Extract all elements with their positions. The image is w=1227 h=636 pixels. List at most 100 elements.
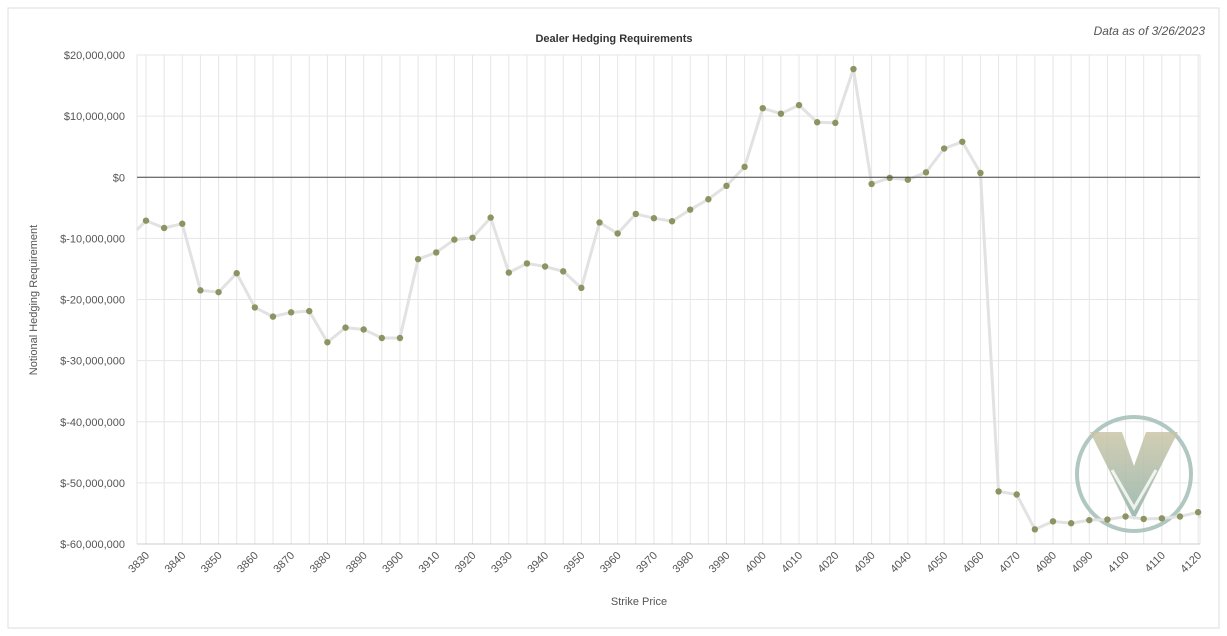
x-tick-label: 3890 xyxy=(344,550,370,576)
logo-v-shape xyxy=(1090,432,1178,520)
x-tick-label: 4010 xyxy=(779,550,805,576)
data-point xyxy=(179,220,186,227)
x-tick-label: 3850 xyxy=(199,550,225,576)
data-as-of-label: Data as of 3/26/2023 xyxy=(1094,24,1206,38)
data-point xyxy=(469,234,476,241)
data-point xyxy=(142,217,150,224)
x-tick-label: 4000 xyxy=(743,550,769,576)
data-point xyxy=(324,339,331,346)
x-tick-label: 4060 xyxy=(961,550,987,576)
data-point xyxy=(1086,516,1093,524)
y-tick-label: $0 xyxy=(113,172,125,184)
y-tick-label: $-10,000,000 xyxy=(60,233,125,245)
y-tick-label: $-40,000,000 xyxy=(60,417,125,429)
data-point xyxy=(759,104,766,112)
x-tick-label: 4030 xyxy=(852,550,878,576)
data-point xyxy=(560,268,567,275)
data-point xyxy=(940,145,948,152)
x-tick-label: 3860 xyxy=(235,550,261,576)
x-tick-label: 4090 xyxy=(1070,550,1096,576)
chart-title: Dealer Hedging Requirements xyxy=(535,33,692,45)
data-point xyxy=(614,230,621,237)
data-point xyxy=(505,269,512,276)
logo-ring xyxy=(1075,415,1193,533)
data-point xyxy=(523,260,531,267)
data-point xyxy=(487,214,494,221)
data-point xyxy=(832,119,839,127)
data-point xyxy=(632,210,639,218)
data-point xyxy=(433,249,440,256)
data-point xyxy=(977,169,984,177)
data-point xyxy=(1176,513,1184,520)
data-point xyxy=(1122,513,1129,520)
x-tick-label: 4080 xyxy=(1033,550,1059,576)
data-point xyxy=(650,215,658,222)
axes: $20,000,000 $10,000,000 $0 $-10,000,000 $-20… xyxy=(60,50,1204,575)
watermark-logo xyxy=(1075,415,1193,533)
x-tick-label: 3960 xyxy=(598,550,624,576)
y-tick-label: $-30,000,000 xyxy=(60,356,125,368)
logo-v-inner xyxy=(1110,469,1158,511)
data-point xyxy=(668,218,676,225)
data-point xyxy=(1049,518,1057,525)
data-point xyxy=(922,169,930,176)
data-point xyxy=(1031,526,1039,533)
data-point xyxy=(687,206,694,213)
x-tick-label: 3970 xyxy=(634,550,660,576)
x-tick-label: 3940 xyxy=(525,550,551,576)
data-point xyxy=(378,334,386,342)
data-point xyxy=(723,182,730,190)
y-tick-label: $-20,000,000 xyxy=(60,295,125,307)
data-point xyxy=(197,287,204,294)
series-hedging xyxy=(135,65,1202,533)
data-point xyxy=(886,174,893,182)
y-tick-label: $20,000,000 xyxy=(64,50,125,62)
data-point xyxy=(360,326,367,333)
data-point xyxy=(705,196,712,203)
data-point xyxy=(1158,515,1166,522)
data-point xyxy=(904,176,912,183)
data-point xyxy=(777,110,785,117)
data-point xyxy=(850,65,857,73)
x-tick-label: 4110 xyxy=(1143,550,1168,575)
data-point xyxy=(215,288,222,296)
x-tick-label: 4120 xyxy=(1178,550,1204,576)
data-point xyxy=(414,255,422,263)
data-point xyxy=(813,119,821,126)
y-tick-label: $10,000,000 xyxy=(64,111,125,123)
x-tick-label: 4020 xyxy=(816,550,842,576)
data-point xyxy=(795,101,803,109)
data-point xyxy=(160,224,168,232)
x-tick-label: 4050 xyxy=(924,550,950,576)
x-tick-label: 3920 xyxy=(453,550,479,576)
data-point xyxy=(287,309,295,316)
x-tick-label: 3990 xyxy=(707,550,733,576)
data-point xyxy=(396,334,404,342)
chart-border xyxy=(7,7,1220,629)
data-point xyxy=(233,270,240,277)
y-tick-label: $-50,000,000 xyxy=(60,478,125,490)
x-tick-label: 3930 xyxy=(489,550,515,576)
data-point xyxy=(306,307,313,315)
data-point xyxy=(451,236,458,243)
data-point xyxy=(1104,516,1111,523)
data-point xyxy=(596,219,603,226)
x-tick-label: 3880 xyxy=(308,550,334,576)
data-point xyxy=(578,284,585,292)
x-tick-label: 3950 xyxy=(562,550,588,576)
x-tick-label: 3870 xyxy=(271,550,297,576)
data-point xyxy=(1140,515,1147,523)
x-tick-label: 3840 xyxy=(163,550,189,576)
data-point xyxy=(868,180,875,188)
data-point xyxy=(995,488,1002,495)
data-point xyxy=(342,324,349,331)
data-point xyxy=(1013,491,1020,498)
x-tick-label: 4100 xyxy=(1106,550,1132,576)
x-axis-title: Strike Price xyxy=(611,596,667,608)
x-tick-label: 4070 xyxy=(997,550,1023,576)
y-tick-label: $-60,000,000 xyxy=(60,539,125,551)
data-point xyxy=(1194,509,1202,516)
data-point xyxy=(251,304,259,311)
